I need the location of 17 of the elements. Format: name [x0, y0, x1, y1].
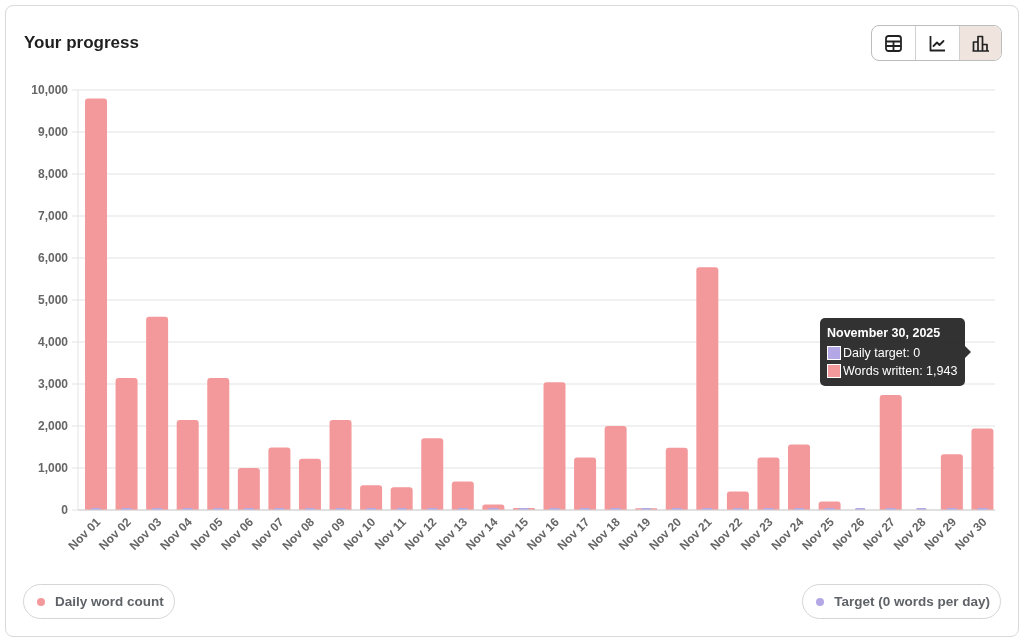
y-tick-label: 6,000	[37, 251, 69, 266]
y-tick-label: 4,000	[37, 335, 69, 350]
chart-title: Your progress	[24, 32, 139, 54]
legend-label: Target (0 words per day)	[834, 594, 990, 609]
y-tick-label: 5,000	[37, 293, 69, 308]
y-tick-label: 7,000	[37, 209, 69, 224]
y-tick-label: 8,000	[37, 167, 69, 182]
y-tick-label: 3,000	[37, 377, 69, 392]
y-tick-label: 1,000	[37, 461, 69, 476]
y-tick-label: 2,000	[37, 419, 69, 434]
annotation: Words written: 1,943	[843, 363, 958, 380]
y-tick-label: 9,000	[37, 125, 69, 140]
y-tick-label: 10,000	[31, 83, 69, 98]
legend-label: Daily word count	[55, 594, 164, 609]
y-tick-label: 0	[61, 503, 69, 518]
annotation: November 30, 2025	[827, 325, 942, 342]
annotation: Daily target: 0	[843, 345, 921, 362]
